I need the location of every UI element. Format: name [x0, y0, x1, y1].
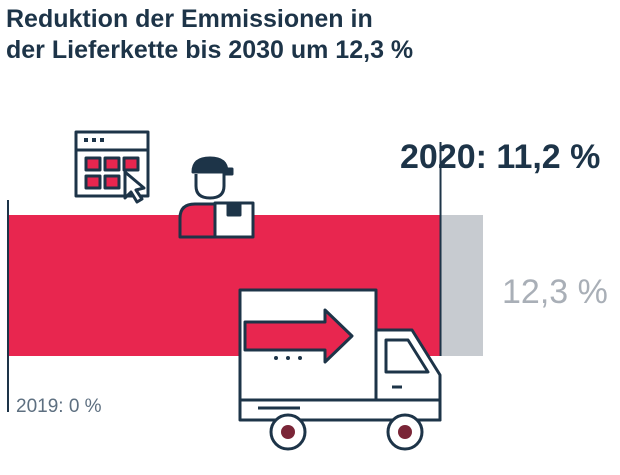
- browser-window-icon: [74, 130, 150, 204]
- chart-title: Reduktion der Emmissionen in der Lieferk…: [6, 4, 566, 66]
- chart-title-line-1: Reduktion der Emmissionen in: [6, 5, 373, 33]
- delivery-worker-icon: [178, 156, 255, 239]
- chart-title-line-2: der Lieferkette bis 2030 um 12,3 %: [6, 36, 414, 64]
- label-baseline-2019: 2019: 0 %: [16, 396, 102, 417]
- label-2020-value: 2020: 11,2 %: [400, 138, 601, 176]
- label-target-value: 12,3 %: [502, 273, 608, 311]
- delivery-truck-icon: [238, 288, 442, 451]
